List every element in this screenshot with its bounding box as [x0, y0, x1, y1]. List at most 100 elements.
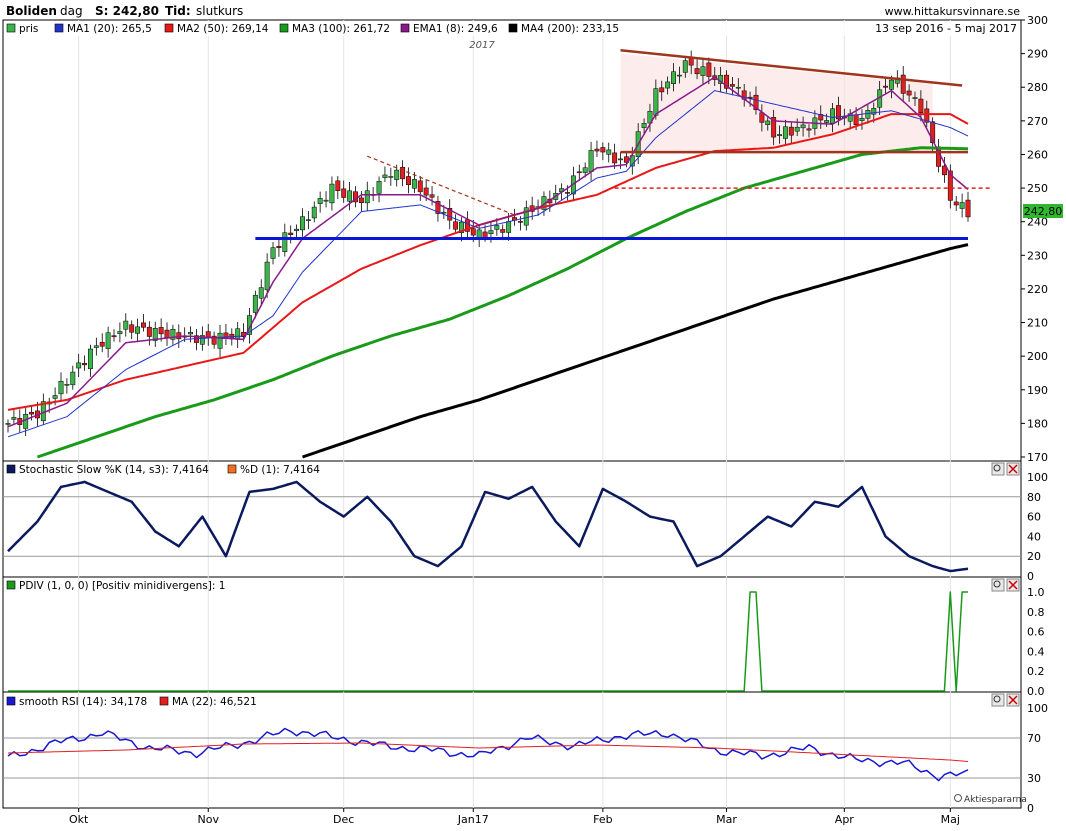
candle — [965, 199, 971, 218]
candle — [771, 117, 777, 138]
aktiespararna-icon — [954, 794, 962, 802]
price-tick-label: 180 — [1027, 417, 1048, 430]
candle — [64, 383, 70, 386]
candle — [806, 128, 812, 131]
ma4-line — [302, 243, 969, 459]
legend-stoch: Stochastic Slow %K (14, s3): 7,4164 %D (1… — [6, 464, 320, 476]
candle — [288, 232, 294, 236]
price-tick-label: 240 — [1027, 216, 1048, 229]
header-source[interactable]: www.hittakursvinnare.se — [885, 5, 1021, 18]
header-price: S: 242,80 — [95, 4, 159, 18]
header-time-label: Tid: — [165, 4, 191, 18]
legend-label: MA (22): 46,521 — [172, 696, 257, 708]
candle — [435, 201, 441, 214]
candle — [782, 126, 788, 139]
last-price-tag: 242,80 — [1023, 204, 1063, 218]
candle — [888, 79, 894, 90]
candle — [600, 147, 606, 153]
pdiv-tools — [991, 578, 1020, 592]
legend-label: Stochastic Slow %K (14, s3): 7,4164 — [19, 464, 209, 476]
candle — [11, 417, 17, 420]
candle — [406, 176, 411, 185]
candle — [459, 221, 464, 233]
date-range: 13 sep 2016 - 5 maj 2017 — [875, 22, 1017, 35]
legend-swatch — [227, 464, 237, 474]
legend-swatch — [6, 464, 16, 474]
legend-swatch — [164, 23, 174, 33]
candle — [347, 190, 353, 202]
candle — [906, 90, 912, 96]
price-tick-label: 230 — [1027, 249, 1048, 262]
x-tick-label: Mar — [716, 813, 737, 826]
candle — [565, 192, 570, 194]
candle — [188, 332, 194, 335]
candle — [777, 134, 782, 136]
candle — [282, 232, 288, 252]
candle — [23, 413, 29, 429]
candle — [447, 207, 453, 221]
header-time-value: slutkurs — [196, 4, 243, 18]
rsi-tick-label: 100 — [1027, 702, 1048, 715]
price-tick-label: 290 — [1027, 48, 1048, 61]
candle — [382, 174, 388, 178]
legend-label: pris — [19, 23, 38, 35]
candle — [323, 199, 329, 202]
candle — [270, 247, 276, 259]
x-tick-label: Maj — [941, 813, 960, 826]
candle — [117, 331, 123, 334]
candle — [82, 363, 88, 366]
candle — [141, 322, 146, 328]
candle — [918, 98, 924, 114]
candle — [205, 331, 211, 338]
candle — [788, 126, 794, 136]
candle — [411, 179, 417, 189]
legend-swatch — [400, 23, 410, 33]
rsi-tick-label: 30 — [1027, 772, 1041, 785]
candle — [653, 88, 659, 116]
legend-swatch — [54, 23, 64, 33]
candle — [523, 207, 529, 226]
candle — [235, 328, 241, 340]
header: Boliden dag S: 242,80 Tid: slutkurs www.… — [6, 4, 1020, 18]
candle — [276, 246, 282, 249]
rsi-tick-label: 70 — [1027, 732, 1041, 745]
candle — [300, 216, 305, 231]
ma1-line — [7, 90, 969, 438]
resistance-line — [620, 49, 963, 87]
ma3-line — [36, 146, 968, 459]
pdiv-tick-label: 0.6 — [1027, 626, 1045, 639]
candle — [70, 371, 76, 386]
candle — [388, 176, 394, 178]
stoch-tick-label: 20 — [1027, 550, 1041, 563]
price-tick-label: 270 — [1027, 115, 1048, 128]
legend-swatch — [6, 580, 16, 590]
ema1-line — [7, 76, 969, 428]
candle — [694, 68, 700, 75]
candle — [859, 118, 865, 121]
candle — [765, 120, 771, 125]
candle — [612, 152, 618, 164]
legend-rsi: smooth RSI (14): 34,178 MA (22): 46,521 — [6, 696, 257, 708]
candle — [924, 108, 930, 123]
candle — [93, 345, 99, 348]
legend-label: %D (1): 7,4164 — [240, 464, 320, 476]
candle — [930, 121, 936, 143]
stoch-k-line — [7, 480, 969, 573]
candle — [853, 114, 859, 125]
candle — [912, 97, 918, 99]
candle — [152, 327, 158, 341]
candle — [871, 108, 877, 115]
candle — [688, 57, 694, 66]
legend-pdiv: PDIV (1, 0, 0) [Positiv minidivergens]: … — [6, 580, 225, 592]
x-tick-label: Apr — [835, 813, 855, 826]
candle — [706, 62, 712, 77]
price-tick-label: 210 — [1027, 317, 1048, 330]
candle — [506, 221, 512, 233]
candle — [671, 71, 676, 84]
stoch-tick-label: 40 — [1027, 530, 1041, 543]
header-ticker: Boliden — [6, 4, 57, 18]
year-marker: 2017 — [469, 40, 495, 51]
legend-price: pris MA1 (20): 265,5 MA2 (50): 269,14 MA3 (… — [6, 23, 619, 35]
candle — [58, 380, 64, 395]
candle — [735, 86, 741, 89]
